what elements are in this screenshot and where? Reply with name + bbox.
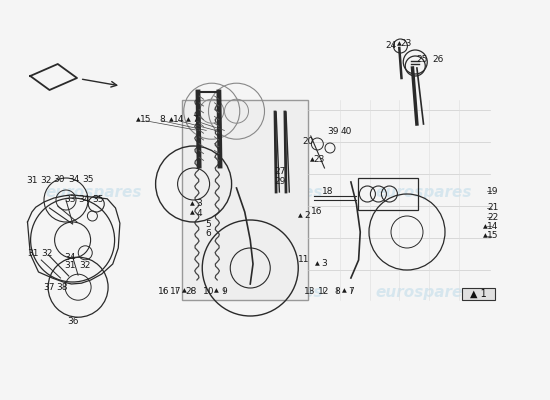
Text: 39: 39: [327, 128, 338, 136]
Text: eurospares: eurospares: [227, 184, 323, 200]
Text: ▲: ▲: [298, 214, 302, 218]
Text: 36: 36: [68, 318, 79, 326]
Text: 8: 8: [160, 116, 165, 124]
Text: 35: 35: [92, 196, 103, 204]
Text: ▲: ▲: [397, 42, 402, 46]
Text: 27: 27: [275, 168, 286, 176]
Text: ▲: ▲: [136, 118, 141, 122]
Text: ▲: ▲: [342, 289, 346, 294]
Text: 40: 40: [341, 128, 352, 136]
Text: 20: 20: [302, 138, 313, 146]
Bar: [358, 178, 418, 210]
Text: ▲: ▲: [186, 118, 191, 122]
Text: eurospares: eurospares: [45, 184, 142, 200]
Text: 31: 31: [26, 176, 37, 185]
Text: eurospares: eurospares: [227, 284, 323, 300]
Text: 37: 37: [44, 284, 55, 292]
Text: 9: 9: [221, 287, 227, 296]
Text: ▲: ▲: [315, 262, 320, 266]
Text: 19: 19: [487, 187, 498, 196]
Text: ▲: ▲: [190, 202, 195, 206]
Text: 14: 14: [173, 116, 184, 124]
Text: 26: 26: [432, 56, 443, 64]
Text: ▲: ▲: [190, 211, 195, 216]
Text: 32: 32: [41, 250, 52, 258]
Text: ▲ 1: ▲ 1: [470, 289, 487, 299]
Text: 14: 14: [487, 222, 498, 231]
Text: 38: 38: [56, 284, 67, 292]
Text: 5: 5: [205, 220, 211, 228]
Text: 11: 11: [298, 255, 309, 264]
Bar: [462, 288, 495, 300]
Text: 30: 30: [54, 176, 65, 184]
Text: 4: 4: [196, 209, 202, 218]
Text: 31: 31: [28, 250, 38, 258]
Text: ▲: ▲: [310, 158, 315, 162]
Text: 3: 3: [196, 200, 202, 208]
Text: 29: 29: [275, 178, 286, 186]
Text: 34: 34: [65, 254, 76, 262]
Text: 16: 16: [311, 208, 322, 216]
Text: 32: 32: [80, 262, 91, 270]
Text: 21: 21: [487, 204, 498, 212]
Text: 2: 2: [304, 212, 310, 220]
Text: ▲: ▲: [169, 118, 174, 122]
Text: 25: 25: [417, 56, 428, 64]
Text: 15: 15: [487, 232, 498, 240]
Text: ▲: ▲: [182, 289, 187, 294]
Text: 6: 6: [205, 230, 211, 238]
Text: eurospares: eurospares: [375, 184, 472, 200]
Text: 34: 34: [79, 196, 90, 204]
Text: 16: 16: [158, 287, 169, 296]
Text: 18: 18: [322, 188, 333, 196]
Text: 33: 33: [65, 196, 76, 204]
Text: 10: 10: [204, 287, 214, 296]
Text: ▲: ▲: [483, 224, 488, 229]
Text: 7: 7: [192, 116, 198, 124]
Bar: [182, 100, 308, 300]
Text: 34: 34: [69, 176, 80, 184]
Text: ▲: ▲: [483, 234, 488, 238]
Text: 31: 31: [65, 262, 76, 270]
Text: 23: 23: [314, 156, 324, 164]
Text: 3: 3: [322, 260, 327, 268]
Text: 12: 12: [318, 287, 329, 296]
Text: 8: 8: [334, 287, 340, 296]
Text: 13: 13: [304, 287, 315, 296]
Text: eurospares: eurospares: [375, 284, 472, 300]
Text: 15: 15: [140, 116, 151, 124]
Text: ▲: ▲: [214, 289, 219, 294]
Text: 7: 7: [348, 287, 354, 296]
Text: 28: 28: [186, 287, 197, 296]
Text: 24: 24: [385, 42, 396, 50]
Text: 35: 35: [82, 176, 94, 184]
Text: 32: 32: [40, 176, 51, 185]
Text: 23: 23: [400, 40, 411, 48]
Text: 22: 22: [487, 213, 498, 222]
Text: 17: 17: [170, 287, 182, 296]
